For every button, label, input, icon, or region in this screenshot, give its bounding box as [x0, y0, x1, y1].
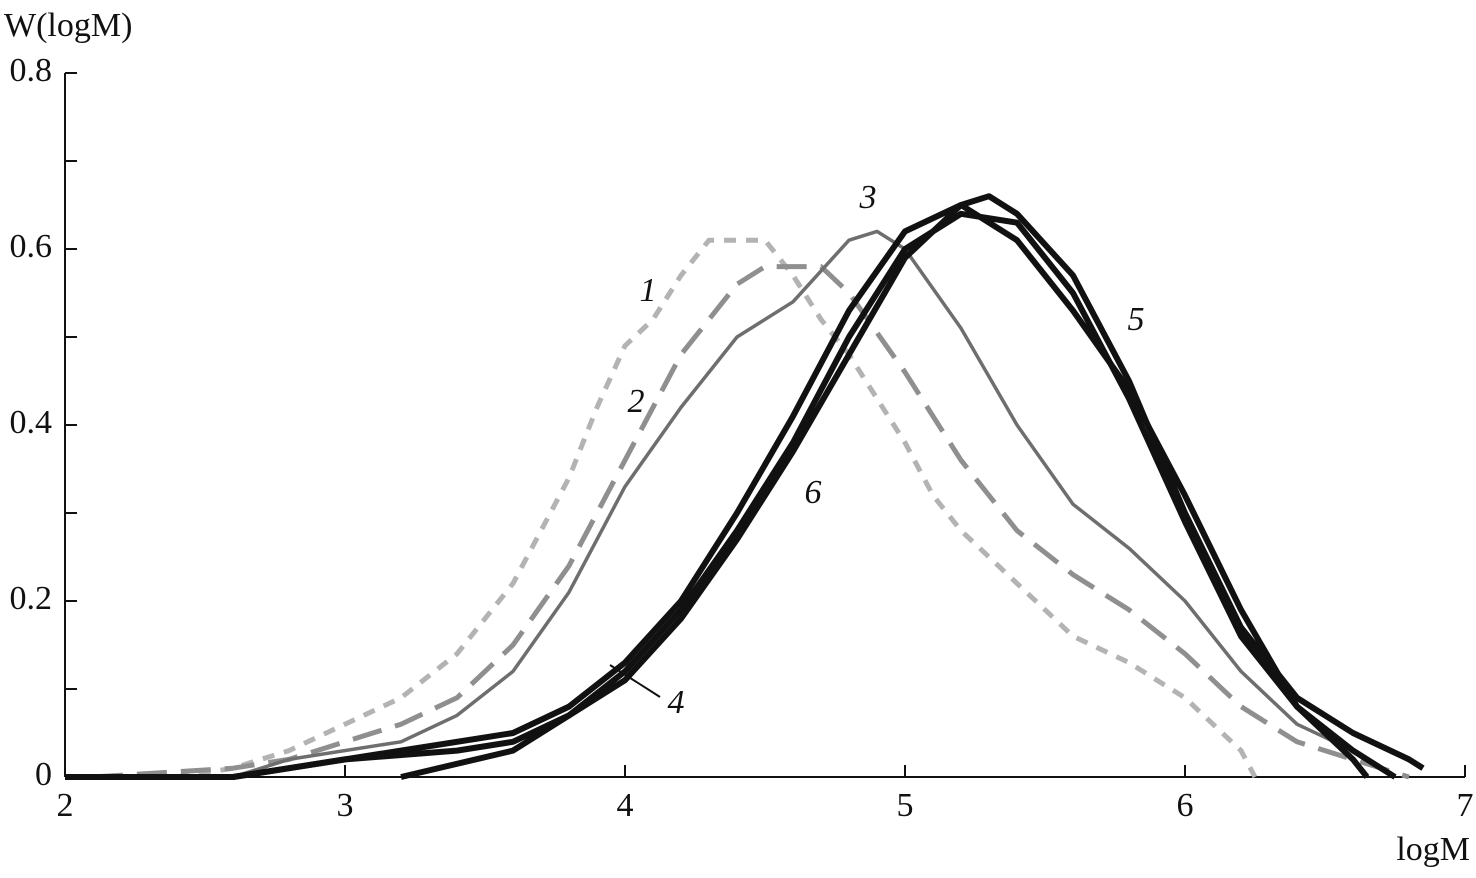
curve-label: 4 [668, 684, 685, 721]
y-tick-label: 0.6 [10, 228, 53, 265]
curve-label: 1 [640, 272, 657, 309]
y-tick-label: 0.8 [10, 52, 53, 89]
series-line [232, 229, 1396, 779]
series-line [65, 202, 1370, 780]
x-tick-label: 6 [1177, 787, 1194, 824]
y-tick-label: 0.4 [10, 404, 53, 441]
x-axis-label: logM [1396, 831, 1470, 868]
curve-label: 2 [628, 383, 645, 420]
x-tick-label: 4 [617, 787, 634, 824]
y-tick-label: 0.2 [10, 580, 53, 617]
y-tick-label: 0 [35, 756, 52, 793]
series-line [65, 210, 1397, 780]
curve-label: 5 [1128, 301, 1145, 338]
x-tick-label: 5 [897, 787, 914, 824]
series-line [400, 193, 1425, 780]
x-tick-label: 3 [337, 787, 354, 824]
x-tick-label: 2 [57, 787, 74, 824]
curve-label: 6 [805, 474, 822, 511]
series-line [92, 264, 1410, 780]
y-axis-label: W(logM) [4, 7, 132, 44]
series-line [176, 237, 1258, 780]
curve-label: 3 [859, 179, 877, 216]
x-tick-label: 7 [1457, 787, 1474, 824]
